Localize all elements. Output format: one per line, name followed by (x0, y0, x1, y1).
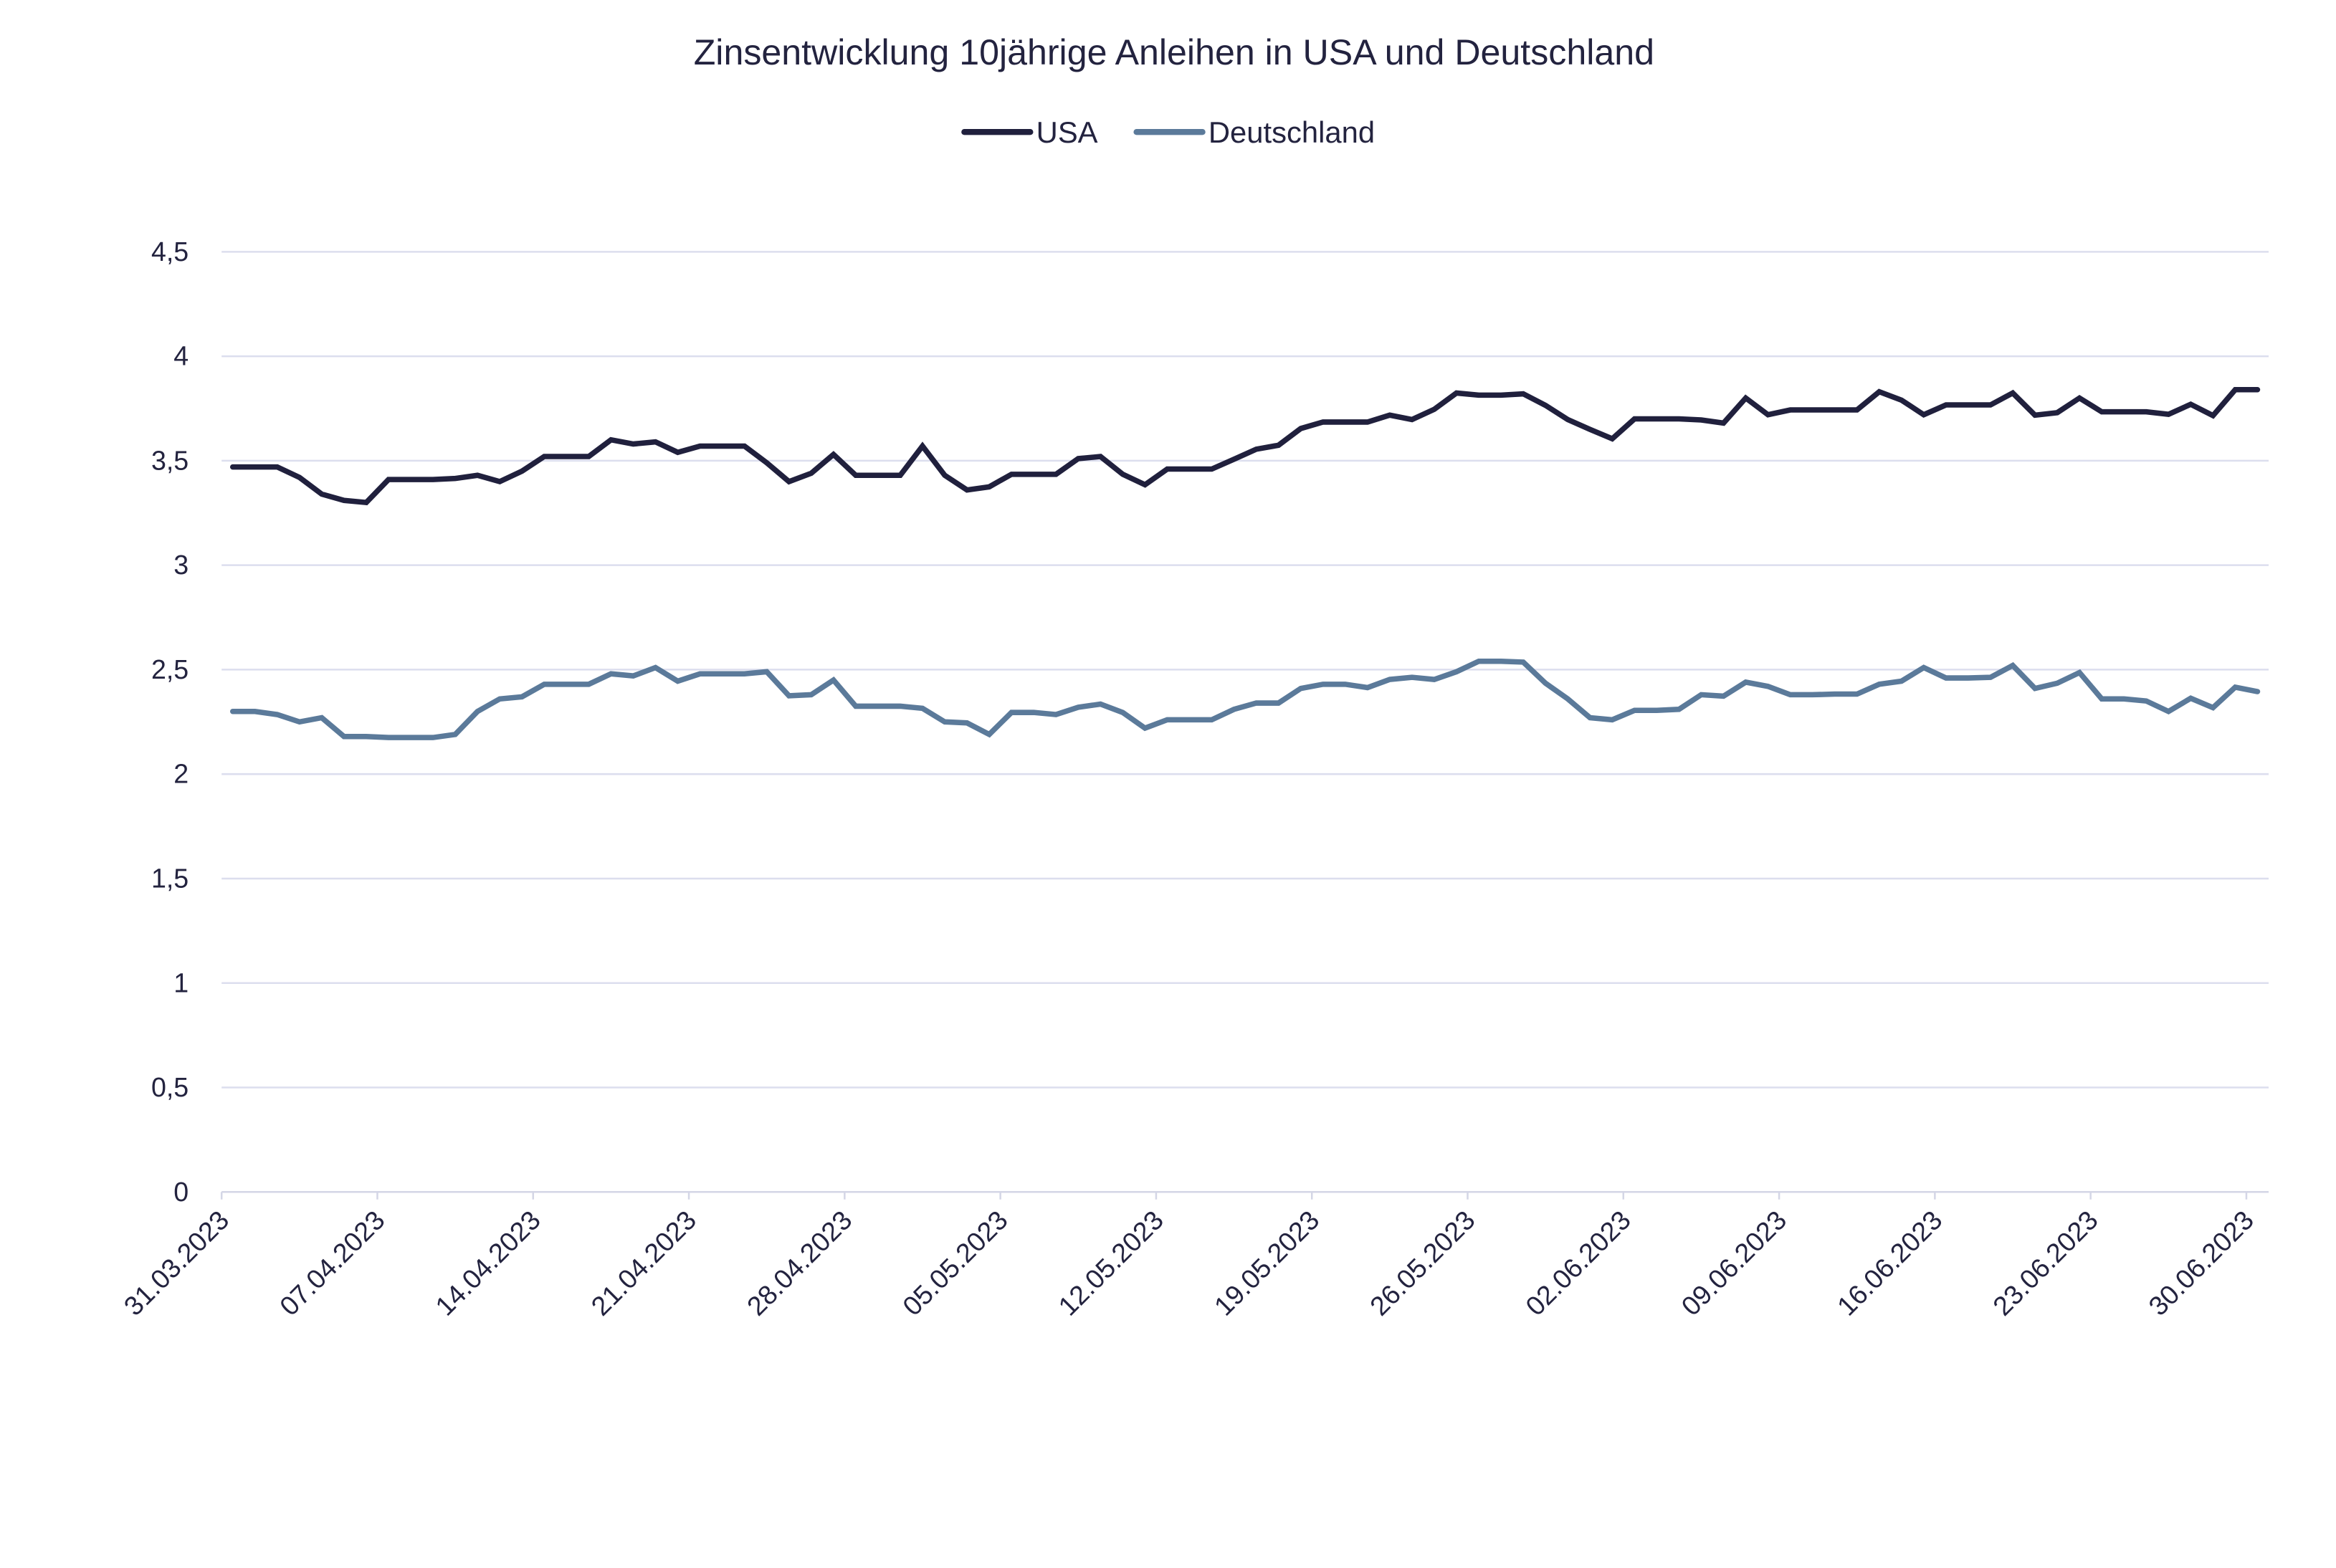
x-tick-label: 12.05.2023 (1052, 1205, 1169, 1321)
x-tick-label: 14.04.2023 (429, 1205, 546, 1321)
legend-item-usa[interactable]: USA (961, 115, 1098, 149)
x-tick-label: 30.06.2023 (2142, 1205, 2259, 1321)
y-tick-label: 0 (173, 1177, 189, 1207)
chart-title: Zinsentwicklung 10jährige Anleihen in US… (694, 32, 1654, 72)
y-tick-label: 3 (173, 550, 189, 580)
y-tick-label: 2 (173, 759, 189, 789)
legend: USA Deutschland (961, 115, 1375, 149)
x-tick-label: 09.06.2023 (1676, 1205, 1793, 1321)
x-tick-label: 28.04.2023 (741, 1205, 858, 1321)
x-tick-label: 05.05.2023 (897, 1205, 1014, 1321)
x-tick-label: 07.04.2023 (274, 1205, 391, 1321)
series-points-usa (232, 389, 2258, 503)
y-tick-label: 2,5 (151, 654, 189, 684)
legend-label-deutschland: Deutschland (1208, 115, 1375, 149)
x-tick-label: 16.06.2023 (1831, 1205, 1948, 1321)
x-tick-label: 26.05.2023 (1364, 1205, 1481, 1321)
series-line-usa (229, 386, 2261, 506)
y-tick-label: 4,5 (151, 236, 189, 267)
y-tick-label: 1,5 (151, 863, 189, 893)
x-tick-label: 23.06.2023 (1987, 1205, 2104, 1321)
y-axis: 0 0,5 1 1,5 2 2,5 3 3,5 4 4,5 (151, 236, 189, 1207)
x-tick-label: 19.05.2023 (1208, 1205, 1325, 1321)
y-tick-label: 4 (173, 341, 189, 371)
legend-item-deutschland[interactable]: Deutschland (1133, 115, 1375, 149)
series-lines (229, 386, 2261, 740)
series-points-deutschland (232, 661, 2258, 738)
x-axis: 31.03.2023 07.04.2023 14.04.2023 21.04.2023… (118, 1191, 2269, 1321)
y-tick-label: 0,5 (151, 1072, 189, 1102)
x-tick-label: 02.06.2023 (1520, 1205, 1636, 1321)
y-tick-label: 1 (173, 967, 189, 998)
y-tick-label: 3,5 (151, 445, 189, 475)
x-tick-label: 31.03.2023 (118, 1205, 235, 1321)
legend-label-usa: USA (1036, 115, 1098, 149)
x-tick-label: 21.04.2023 (586, 1205, 702, 1321)
gridlines (221, 251, 2269, 1089)
series-line-deutschland (229, 658, 2261, 740)
